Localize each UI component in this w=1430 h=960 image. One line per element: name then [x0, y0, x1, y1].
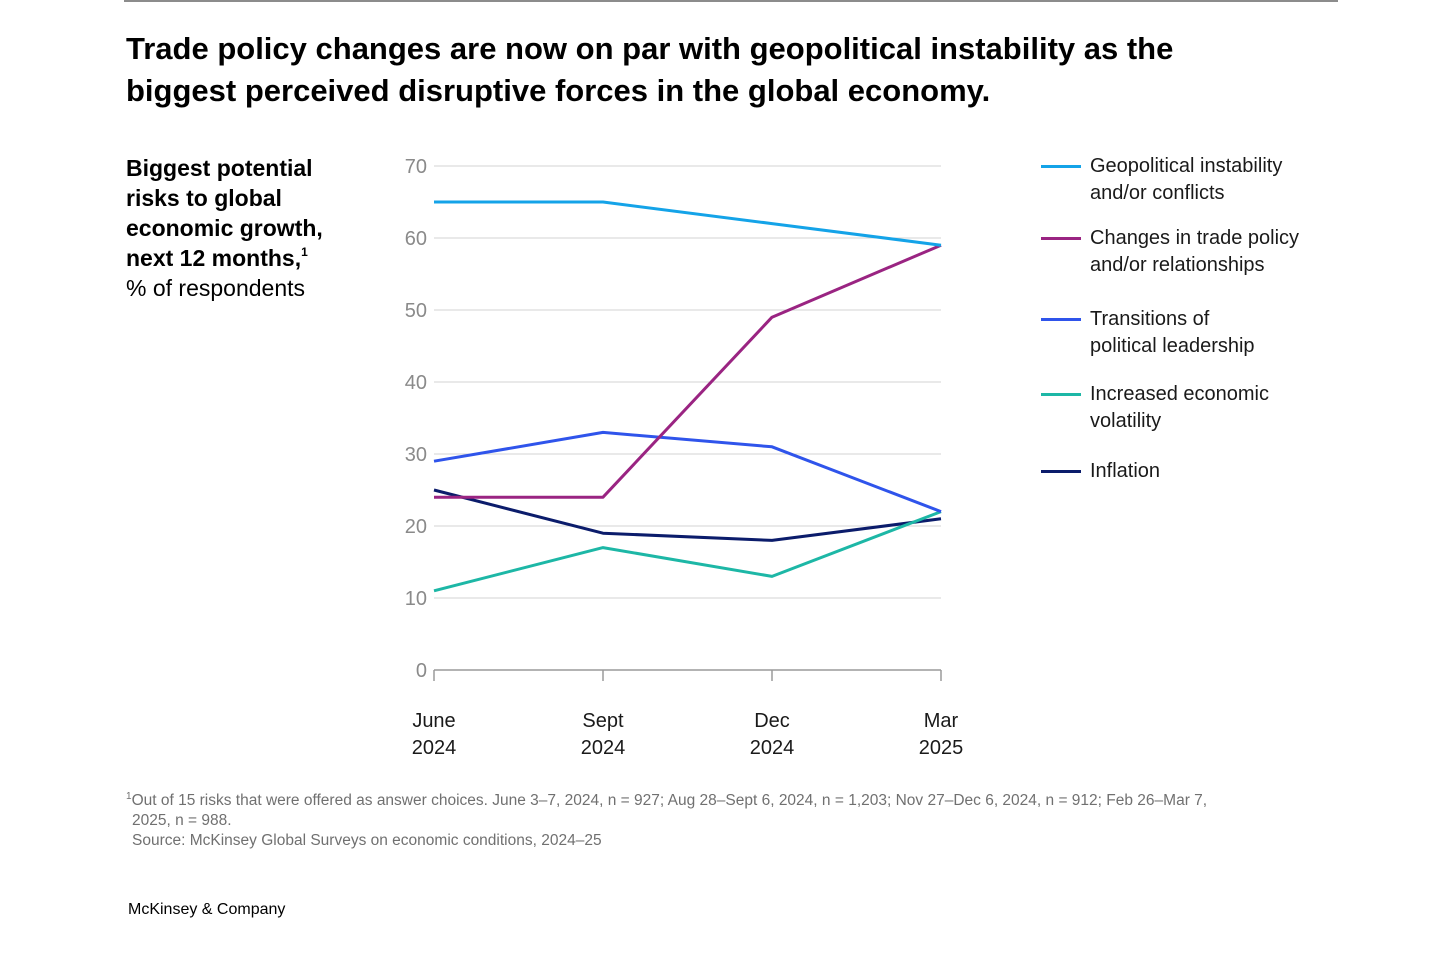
y-tick-label: 60: [405, 228, 427, 250]
series-line-geopolitical: [434, 200, 942, 247]
top-rule: [124, 0, 1338, 2]
y-tick-label: 30: [405, 444, 427, 466]
series-line-volatility: [433, 510, 942, 593]
legend-item-leadership: Transitions of political leadership: [1041, 306, 1331, 366]
x-axis-tick-labels: June 2024 Sept 2024 Dec 2024 Mar 2025: [412, 710, 964, 759]
headline: Trade policy changes are now on par with…: [126, 28, 1316, 112]
series-line-trade: [434, 243, 942, 499]
x-tick-label-line-1: June: [412, 710, 455, 732]
subtitle-line-4: next 12 months,1: [126, 243, 366, 273]
y-tick-label: 20: [405, 516, 427, 538]
x-tick-label-line-2: 2024: [412, 737, 457, 759]
y-tick-label: 0: [416, 660, 427, 682]
x-tick-label-line-1: Sept: [582, 710, 624, 732]
legend-label-leadership: Transitions of political leadership: [1090, 306, 1255, 360]
subtitle-line-4-text: next 12 months,: [126, 245, 302, 271]
subtitle-line-1: Biggest potential: [126, 155, 313, 181]
legend-item-volatility: Increased economic volatility: [1041, 381, 1331, 441]
subtitle-line-2: risks to global: [126, 185, 282, 211]
legend-item-inflation: Inflation: [1041, 458, 1331, 518]
series-line-inflation: [433, 488, 942, 542]
y-tick-label: 70: [405, 156, 427, 178]
subtitle-title: Biggest potential risks to global econom…: [126, 153, 366, 273]
legend-label-volatility-line-2: volatility: [1090, 410, 1162, 432]
brand-logo-text: McKinsey & Company: [128, 901, 286, 918]
series-line-leadership: [433, 430, 942, 514]
footnote-line-1: 1Out of 15 risks that were offered as an…: [126, 791, 1326, 811]
legend-swatch-geopolitical: [1041, 165, 1081, 168]
footnote-marker: 1: [126, 791, 132, 802]
legend-label-trade-line-1: Changes in trade policy: [1090, 227, 1300, 249]
legend-swatch-volatility: [1041, 393, 1081, 396]
footnote: 1Out of 15 risks that were offered as an…: [126, 791, 1326, 851]
legend-label-trade-line-2: and/or relationships: [1090, 254, 1265, 276]
legend-label-inflation-line-1: Inflation: [1090, 460, 1161, 482]
legend-label-geopolitical-line-1: Geopolitical instability: [1090, 155, 1283, 177]
x-tick-label-line-1: Mar: [924, 710, 959, 732]
footnote-text-1: Out of 15 risks that were offered as ans…: [131, 792, 1208, 809]
legend-label-geopolitical: Geopolitical instability and/or conflict…: [1090, 153, 1282, 207]
subtitle-footnote-marker: 1: [301, 245, 308, 259]
chart-subtitle: Biggest potential risks to global econom…: [126, 153, 366, 303]
legend-swatch-inflation: [1041, 470, 1081, 473]
gridlines: [434, 165, 941, 599]
y-tick-label: 50: [405, 300, 427, 322]
y-axis-tick-labels: 0 10 20 30 40 50 60 70: [405, 156, 427, 682]
legend-swatch-trade: [1041, 237, 1081, 240]
x-tick-label-line-1: Dec: [754, 710, 790, 732]
legend-label-volatility-line-1: Increased economic: [1090, 383, 1269, 405]
series-lines: [433, 200, 942, 593]
legend-label-volatility: Increased economic volatility: [1090, 381, 1269, 435]
subtitle-line-3: economic growth,: [126, 215, 323, 241]
x-axis: [433, 669, 942, 681]
x-tick-label-line-2: 2024: [581, 737, 626, 759]
x-tick-label-line-2: 2024: [750, 737, 795, 759]
legend-label-trade: Changes in trade policy and/or relations…: [1090, 225, 1299, 279]
headline-line-2: biggest perceived disruptive forces in t…: [126, 73, 991, 108]
footnote-line-2: 2025, n = 988.: [132, 812, 232, 829]
legend-swatch-leadership: [1041, 318, 1081, 321]
legend-label-geopolitical-line-2: and/or conflicts: [1090, 182, 1225, 204]
y-tick-label: 40: [405, 372, 427, 394]
headline-line-1: Trade policy changes are now on par with…: [126, 31, 1174, 66]
y-tick-label: 10: [405, 588, 427, 610]
legend-label-leadership-line-2: political leadership: [1090, 335, 1255, 357]
legend-label-inflation: Inflation: [1090, 458, 1160, 485]
footnote-source: Source: McKinsey Global Surveys on econo…: [132, 832, 602, 849]
subtitle-unit: % of respondents: [126, 275, 306, 301]
legend-label-leadership-line-1: Transitions of: [1090, 308, 1210, 330]
legend-item-geopolitical: Geopolitical instability and/or conflict…: [1041, 153, 1331, 213]
x-tick-label-line-2: 2025: [919, 737, 964, 759]
legend-item-trade: Changes in trade policy and/or relations…: [1041, 225, 1331, 285]
